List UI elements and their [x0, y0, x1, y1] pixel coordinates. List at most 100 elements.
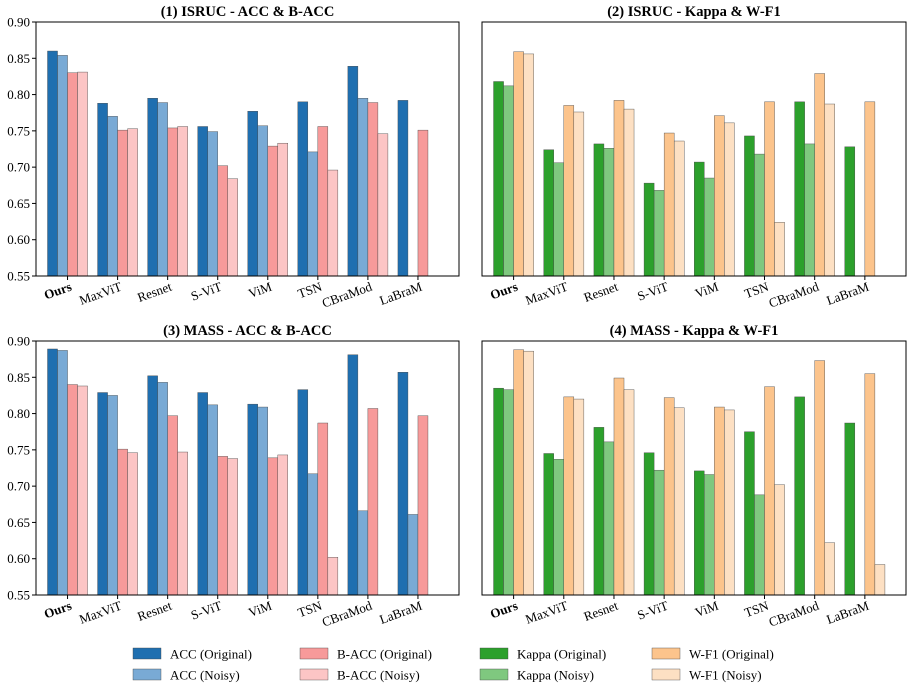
- y-tick-label: 0.60: [7, 232, 30, 247]
- bar-b-acc-original-cbramod: [367, 102, 379, 277]
- bar-w-f1-noisy-cbramod: [824, 103, 835, 277]
- y-tick-label: 0.65: [7, 515, 30, 530]
- bar-w-f1-original-vim: [714, 406, 725, 596]
- bar-w-f1-noisy-tsn: [774, 222, 785, 277]
- bar-acc-noisy-maxvit: [107, 116, 118, 277]
- bar-acc-original-tsn: [297, 101, 309, 277]
- x-tick-label-resnet: Resnet: [582, 598, 621, 624]
- bar-kappa-original-cbramod: [794, 101, 805, 277]
- y-tick-label: 0.80: [7, 87, 30, 102]
- bar-w-f1-original-s-vit: [663, 132, 675, 277]
- legend-label: B-ACC (Original): [337, 647, 432, 662]
- x-tick-label-ours: Ours: [488, 279, 520, 303]
- bar-acc-original-vim: [247, 403, 258, 596]
- legend-label: W-F1 (Original): [689, 647, 774, 662]
- bar-kappa-original-s-vit: [643, 452, 655, 596]
- bar-b-acc-original-ours: [67, 72, 78, 277]
- bar-w-f1-original-resnet: [613, 377, 625, 596]
- bar-acc-original-cbramod: [347, 66, 359, 277]
- bar-kappa-noisy-ours: [503, 85, 514, 277]
- legend-swatch: [651, 647, 681, 660]
- bar-acc-noisy-cbramod: [357, 510, 369, 596]
- legend-swatch: [299, 668, 329, 681]
- bar-w-f1-noisy-s-vit: [673, 140, 685, 277]
- y-tick-label: 0.60: [7, 551, 30, 566]
- x-tick-label-cbramod: CBraMod: [767, 279, 821, 311]
- x-tick-label-vim: ViM: [693, 598, 721, 620]
- y-tick-label: 0.75: [7, 442, 30, 457]
- y-tick-label: 0.65: [7, 196, 30, 211]
- bar-b-acc-original-ours: [67, 384, 78, 596]
- x-tick-label-cbramod: CBraMod: [767, 598, 821, 630]
- axes-frame: [481, 340, 907, 596]
- bar-acc-noisy-cbramod: [357, 97, 369, 277]
- legend-swatch: [479, 668, 509, 681]
- x-tick-label-ours: Ours: [42, 598, 74, 622]
- bar-b-acc-original-s-vit: [217, 456, 228, 596]
- x-tick-label-s-vit: S-ViT: [189, 279, 224, 304]
- bar-b-acc-noisy-tsn: [327, 557, 339, 596]
- axes-frame: [35, 21, 460, 277]
- x-tick-label-maxvit: MaxViT: [77, 598, 124, 627]
- bar-acc-original-s-vit: [197, 126, 208, 277]
- bar-acc-noisy-tsn: [307, 473, 319, 596]
- bar-kappa-noisy-cbramod: [804, 143, 815, 277]
- bar-w-f1-noisy-cbramod: [824, 542, 835, 596]
- y-tick-label: 0.85: [7, 370, 30, 385]
- legend-swatch: [479, 647, 509, 660]
- bar-kappa-noisy-vim: [704, 177, 715, 277]
- y-tick-label: 0.90: [7, 15, 30, 30]
- bar-w-f1-original-maxvit: [563, 105, 575, 277]
- bar-acc-noisy-resnet: [157, 382, 168, 596]
- bar-w-f1-noisy-resnet: [623, 108, 635, 277]
- x-tick-label-labram: LaBraM: [824, 598, 871, 627]
- bar-w-f1-original-labram: [864, 101, 876, 277]
- bar-kappa-noisy-maxvit: [553, 162, 564, 277]
- bar-b-acc-original-cbramod: [367, 408, 379, 596]
- bar-w-f1-noisy-ours: [523, 350, 534, 596]
- bar-b-acc-noisy-vim: [277, 142, 289, 277]
- bar-b-acc-noisy-tsn: [327, 169, 339, 277]
- x-tick-label-resnet: Resnet: [135, 279, 174, 305]
- legend-swatch: [132, 647, 162, 660]
- chart-panel-3: (3) MASS - ACC & B-ACC 0.55 0.60 0.65 0.70 0.…: [7, 323, 460, 630]
- bar-b-acc-noisy-vim: [277, 454, 289, 596]
- bar-b-acc-original-tsn: [317, 422, 329, 596]
- bar-kappa-noisy-resnet: [603, 441, 615, 596]
- x-tick-label-s-vit: S-ViT: [189, 598, 224, 623]
- y-tick-label: 0.80: [7, 406, 30, 421]
- x-tick-label-vim: ViM: [693, 279, 721, 301]
- bar-kappa-noisy-ours: [503, 389, 514, 596]
- bar-b-acc-original-vim: [267, 145, 278, 277]
- bar-kappa-original-tsn: [744, 135, 755, 277]
- bar-b-acc-noisy-resnet: [177, 451, 188, 596]
- chart-title: (3) MASS - ACC & B-ACC: [163, 323, 332, 339]
- bar-acc-noisy-vim: [257, 406, 268, 596]
- bar-w-f1-noisy-ours: [523, 53, 534, 277]
- bar-acc-noisy-vim: [257, 125, 268, 277]
- x-tick-label-resnet: Resnet: [135, 598, 174, 624]
- bar-kappa-original-vim: [694, 161, 705, 277]
- bar-kappa-noisy-maxvit: [553, 459, 564, 596]
- x-tick-label-labram: LaBraM: [377, 598, 424, 627]
- bar-acc-original-tsn: [297, 389, 309, 596]
- axes-frame: [481, 21, 907, 277]
- bar-kappa-noisy-vim: [704, 474, 715, 596]
- y-tick-label: 0.70: [7, 160, 30, 175]
- y-tick-label: 0.75: [7, 123, 30, 138]
- bar-w-f1-original-cbramod: [814, 360, 825, 596]
- bar-w-f1-original-ours: [513, 51, 524, 277]
- bar-w-f1-original-vim: [714, 115, 725, 277]
- bar-acc-noisy-labram: [407, 514, 419, 596]
- x-tick-label-maxvit: MaxViT: [523, 279, 570, 308]
- bar-kappa-original-resnet: [593, 427, 605, 596]
- bar-acc-original-cbramod: [347, 354, 359, 596]
- x-tick-label-s-vit: S-ViT: [635, 279, 670, 304]
- bar-b-acc-noisy-s-vit: [227, 178, 238, 277]
- x-tick-label-cbramod: CBraMod: [320, 279, 374, 311]
- x-tick-label-maxvit: MaxViT: [523, 598, 570, 627]
- legend-swatch: [651, 668, 681, 681]
- bar-acc-original-resnet: [147, 375, 158, 596]
- bar-w-f1-original-maxvit: [563, 396, 575, 596]
